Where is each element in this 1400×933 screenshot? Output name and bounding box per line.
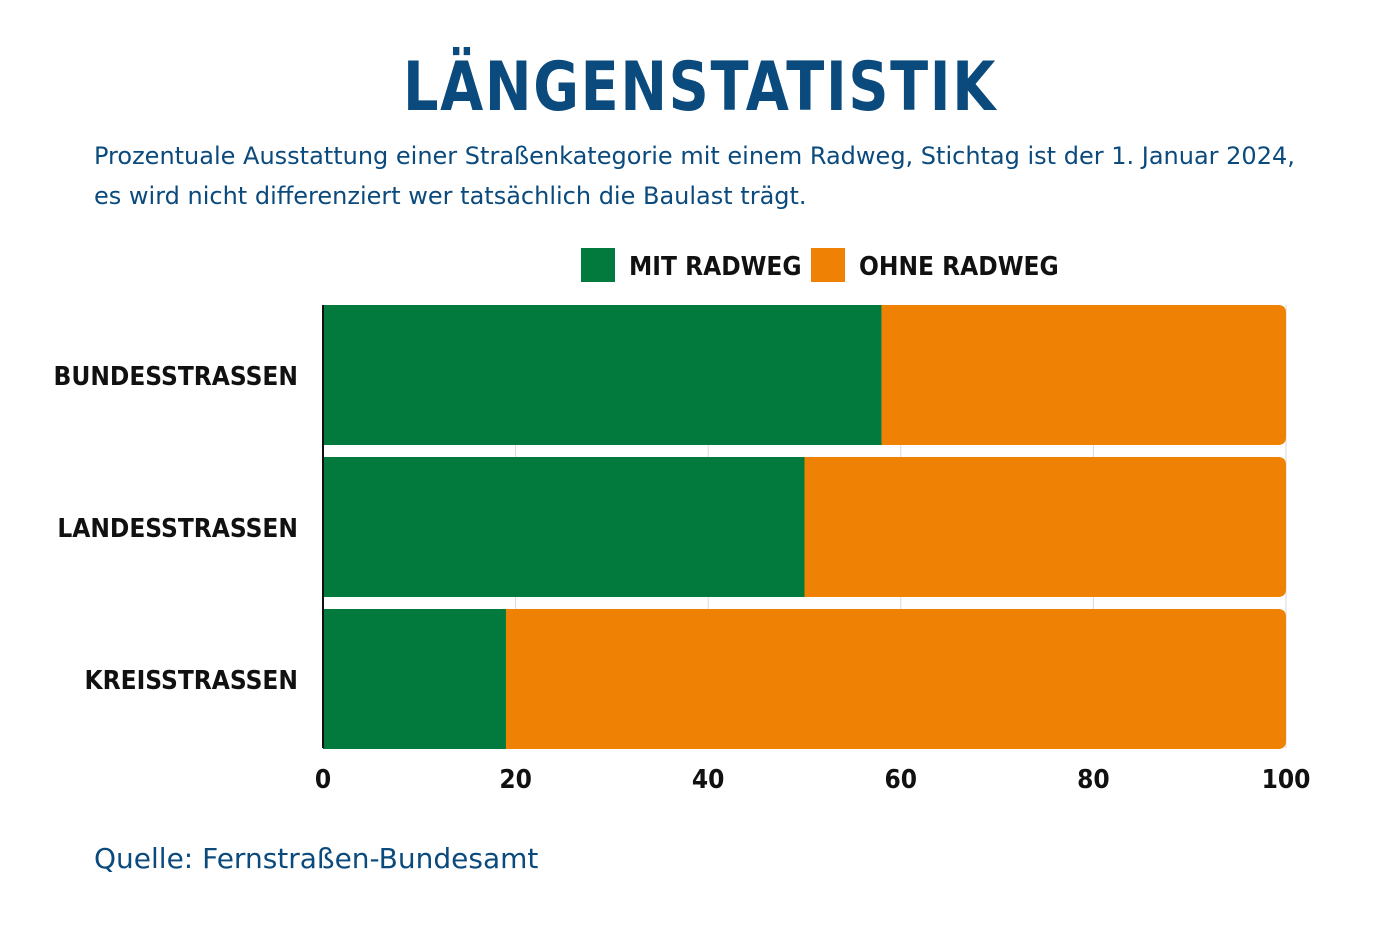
x-tick-label-0: 0 (315, 765, 331, 795)
x-tick-label-60: 60 (885, 765, 918, 795)
category-label-kreisstrassen: KREISSTRASSEN (84, 666, 298, 696)
chart-title: LÄNGENSTATISTIK (402, 48, 998, 127)
legend-label-mit: MIT RADWEG (629, 252, 802, 282)
bar-bundesstrassen-ohne (881, 305, 1286, 445)
legend-swatch-ohne (811, 248, 845, 282)
chart-subtitle: Prozentuale Ausstattung einer Straßenkat… (94, 142, 1295, 210)
x-tick-label-40: 40 (692, 765, 725, 795)
category-label-bundesstrassen: BUNDESSTRASSEN (54, 362, 299, 392)
legend-swatch-mit (581, 248, 615, 282)
bar-kreisstrassen-mit (323, 609, 506, 749)
x-tick-label-80: 80 (1077, 765, 1110, 795)
category-label-landesstrassen: LANDESSTRASSEN (57, 514, 298, 544)
bar-landesstrassen-mit (323, 457, 805, 597)
bar-kreisstrassen-ohne (505, 609, 1287, 749)
legend-label-ohne: OHNE RADWEG (859, 252, 1059, 282)
x-tick-label-20: 20 (499, 765, 532, 795)
bar-bundesstrassen-mit (323, 305, 882, 445)
x-tick-label-100: 100 (1262, 765, 1311, 795)
source-note: Quelle: Fernstraßen-Bundesamt (94, 842, 539, 875)
bar-landesstrassen-ohne (804, 457, 1286, 597)
